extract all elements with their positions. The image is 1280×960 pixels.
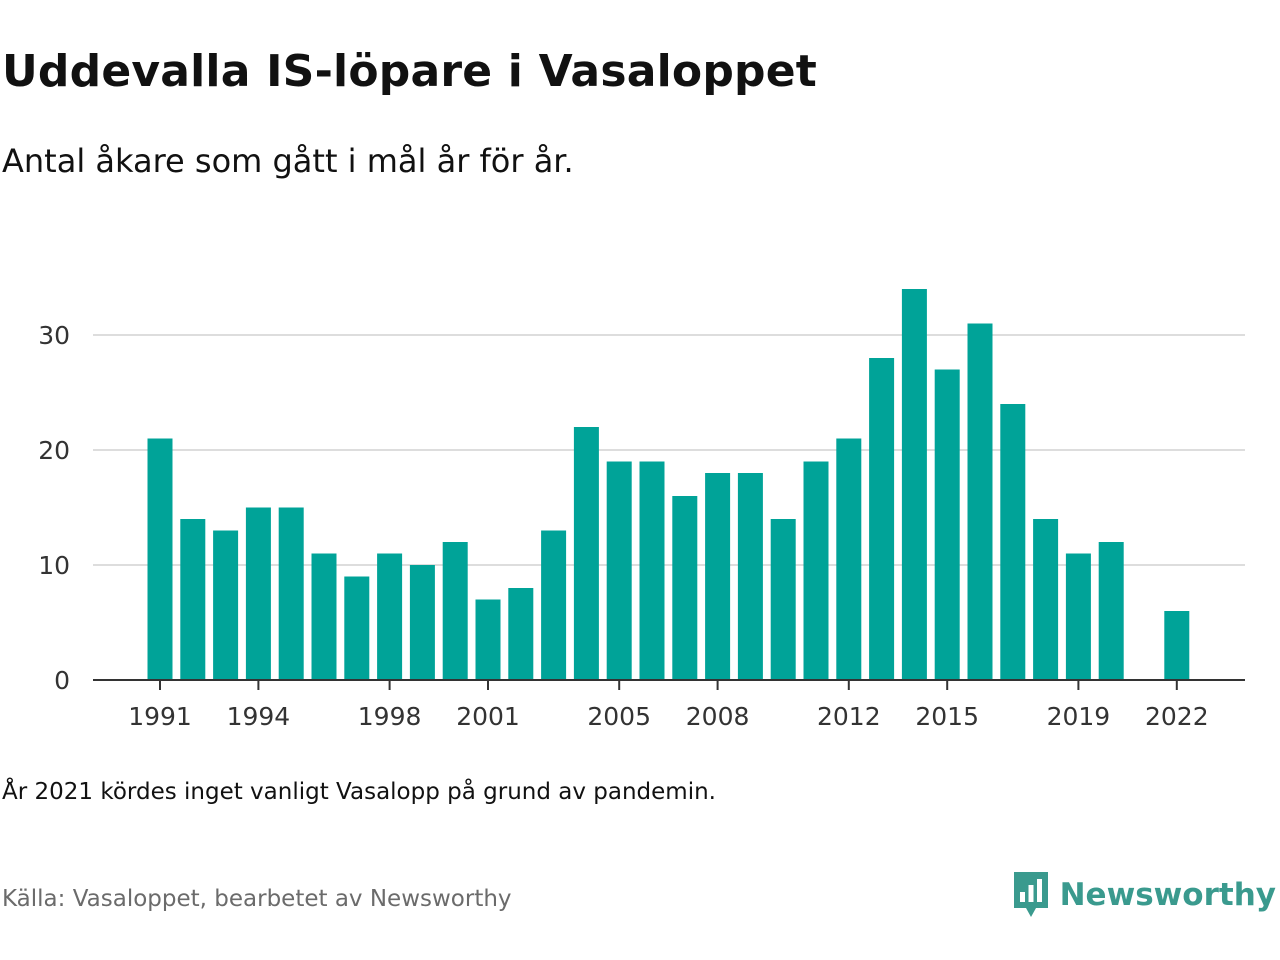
bar-2013 — [869, 358, 895, 680]
footnote: År 2021 kördes inget vanligt Vasalopp på… — [2, 779, 716, 805]
y-tick-label: 10 — [38, 551, 70, 580]
x-tick-label: 2001 — [456, 702, 520, 731]
newsworthy-logo: Newsworthy — [1012, 870, 1276, 920]
bar-1996 — [311, 553, 337, 680]
y-axis-ticks: 0 10 20 30 — [38, 321, 70, 695]
x-tick-label: 2015 — [915, 702, 979, 731]
x-tick-label: 1994 — [227, 702, 291, 731]
x-tick-label: 2022 — [1145, 702, 1209, 731]
bar-1998 — [377, 553, 403, 680]
bar-chart: 0 10 20 30 1991 1994 1998 2001 2005 2008 2012 2015… — [38, 289, 1245, 731]
bar-2006 — [639, 461, 665, 680]
source-note: Källa: Vasaloppet, bearbetet av Newswort… — [2, 886, 512, 912]
bars — [147, 289, 1190, 680]
chart-title: Uddevalla IS-löpare i Vasaloppet — [2, 46, 817, 97]
bar-2022 — [1164, 611, 1190, 680]
bar-2011 — [803, 461, 829, 680]
bar-2015 — [934, 369, 960, 680]
bar-2001 — [475, 599, 501, 680]
bar-2005 — [606, 461, 632, 680]
bar-2018 — [1033, 519, 1059, 680]
bar-2007 — [672, 496, 698, 680]
bar-1999 — [409, 565, 435, 680]
bar-2009 — [737, 473, 763, 680]
bar-2008 — [705, 473, 731, 680]
bar-1994 — [245, 507, 271, 680]
bar-2002 — [508, 588, 534, 680]
bar-1993 — [213, 530, 239, 680]
x-tick-label: 2012 — [817, 702, 881, 731]
bar-2020 — [1098, 542, 1124, 680]
brand-name: Newsworthy — [1059, 877, 1276, 913]
bar-1992 — [180, 519, 206, 680]
bar-1991 — [147, 438, 173, 680]
x-tick-label: 2005 — [587, 702, 651, 731]
bar-1997 — [344, 576, 370, 680]
bar-2003 — [541, 530, 567, 680]
bar-2004 — [573, 427, 599, 680]
bar-2017 — [1000, 404, 1026, 680]
x-tick-label: 1998 — [358, 702, 422, 731]
y-tick-label: 0 — [54, 666, 70, 695]
y-tick-label: 30 — [38, 321, 70, 350]
bar-2019 — [1065, 553, 1091, 680]
bar-2016 — [967, 323, 993, 680]
bar-chart-speech-bubble-icon — [1013, 872, 1048, 917]
x-axis-ticks: 1991 1994 1998 2001 2005 2008 2012 2015 2019 2022 — [128, 680, 1209, 731]
chart-subtitle: Antal åkare som gått i mål år för år. — [2, 142, 574, 180]
x-tick-label: 1991 — [128, 702, 192, 731]
bar-2010 — [770, 519, 796, 680]
x-tick-label: 2019 — [1047, 702, 1111, 731]
x-tick-label: 2008 — [686, 702, 750, 731]
bar-1995 — [278, 507, 304, 680]
y-tick-label: 20 — [38, 436, 70, 465]
bar-2014 — [901, 289, 927, 680]
bar-2012 — [836, 438, 862, 680]
bar-2000 — [442, 542, 468, 680]
